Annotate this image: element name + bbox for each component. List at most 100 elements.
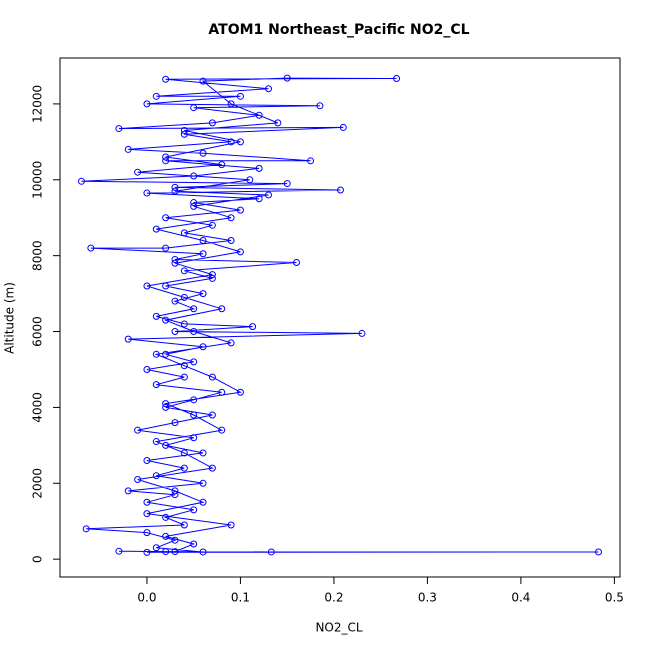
data-point [152,438,160,446]
x-tick-label: 0.3 [418,591,437,605]
data-point [171,328,179,336]
data-point [152,381,160,389]
data-point [180,464,188,472]
data-point [190,305,198,313]
x-axis-label: NO2_CL [315,621,362,635]
data-point [124,145,132,153]
y-tick-label: 4000 [31,392,45,423]
data-line [81,77,599,553]
y-tick-label: 8000 [31,240,45,271]
data-point [162,75,170,83]
y-tick-label: 12000 [31,85,45,123]
data-point [162,350,170,358]
data-point [190,199,198,207]
data-point [199,149,207,157]
data-point [227,214,235,222]
y-tick-label: 6000 [31,316,45,347]
data-point [180,320,188,328]
data-point [143,457,151,465]
data-point [218,305,226,313]
data-point [264,85,272,93]
data-point [143,282,151,290]
data-point [199,479,207,487]
data-point [152,544,160,552]
data-point [124,487,132,495]
data-point [199,449,207,457]
data-point [336,186,344,194]
data-point [78,177,86,185]
data-point [143,529,151,537]
data-point [124,335,132,343]
data-point [246,176,254,184]
data-point [283,74,291,82]
data-point [82,525,90,533]
x-tick-label: 0.1 [231,591,250,605]
data-point [255,111,263,119]
data-point [171,419,179,427]
data-point [236,138,244,146]
data-point [190,328,198,336]
x-tick-label: 0.4 [511,591,530,605]
data-point [249,323,257,331]
data-point [208,464,216,472]
data-point [190,358,198,366]
plot-frame [59,57,621,578]
data-point [171,255,179,263]
data-point [180,362,188,370]
data-point [87,244,95,252]
data-point [162,403,170,411]
data-point [162,532,170,540]
data-point [162,244,170,252]
data-point [255,195,263,203]
data-point [162,282,170,290]
data-point [171,297,179,305]
data-point [208,119,216,127]
data-point [236,206,244,214]
data-point [171,183,179,191]
data-point [208,373,216,381]
y-tick-label: 2000 [31,468,45,499]
x-tick-label: 0.2 [324,591,343,605]
data-point [190,172,198,180]
data-point [143,189,151,197]
data-point [171,491,179,499]
data-point [143,510,151,518]
data-point [171,487,179,495]
data-point [264,191,272,199]
data-point [171,548,179,556]
data-point [162,153,170,161]
data-point [199,250,207,258]
data-point [236,388,244,396]
data-point [255,164,263,172]
data-point [190,202,198,210]
data-point [143,365,151,373]
data-point [162,441,170,449]
data-point [218,161,226,169]
data-point [134,475,142,483]
chart-title: ATOM1 Northeast_Pacific NO2_CL [208,22,469,38]
data-point [190,411,198,419]
data-point [180,130,188,138]
data-point [199,498,207,506]
data-point [134,426,142,434]
x-tick-label: 0.5 [605,591,624,605]
data-point [162,548,170,556]
data-point [152,225,160,233]
data-point [236,248,244,256]
data-point [180,229,188,237]
data-point [143,548,151,556]
data-point [162,316,170,324]
data-point [274,119,282,127]
data-point [143,498,151,506]
data-point [190,506,198,514]
data-point [115,125,123,133]
data-point [180,267,188,275]
data-point [227,236,235,244]
y-tick-label: 0 [31,555,45,563]
data-point [227,521,235,529]
data-point [208,411,216,419]
data-point [208,271,216,279]
data-point [190,104,198,112]
data-point [199,290,207,298]
